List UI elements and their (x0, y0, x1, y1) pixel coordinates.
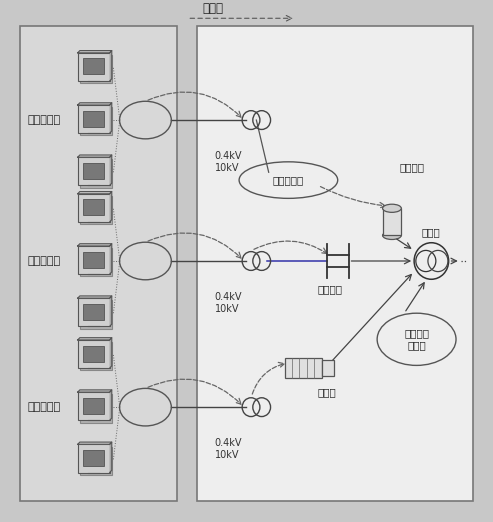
FancyBboxPatch shape (197, 26, 473, 501)
Polygon shape (78, 51, 112, 53)
Polygon shape (109, 155, 112, 185)
FancyBboxPatch shape (78, 340, 109, 368)
Ellipse shape (383, 231, 401, 240)
Polygon shape (78, 103, 112, 105)
Text: 信息采集点: 信息采集点 (27, 402, 60, 412)
FancyBboxPatch shape (83, 199, 105, 216)
FancyBboxPatch shape (80, 160, 112, 188)
FancyBboxPatch shape (80, 342, 112, 371)
Polygon shape (109, 192, 112, 222)
FancyBboxPatch shape (78, 444, 109, 472)
Polygon shape (109, 51, 112, 81)
Polygon shape (109, 390, 112, 420)
Text: 0.4kV
10kV: 0.4kV 10kV (214, 438, 242, 460)
FancyBboxPatch shape (83, 398, 105, 414)
FancyBboxPatch shape (78, 246, 109, 274)
Text: 电缆分支筱: 电缆分支筱 (273, 175, 304, 185)
FancyBboxPatch shape (80, 447, 112, 475)
FancyBboxPatch shape (20, 26, 177, 501)
FancyBboxPatch shape (80, 108, 112, 136)
Text: 变电站: 变电站 (422, 228, 441, 238)
FancyBboxPatch shape (83, 346, 105, 362)
FancyBboxPatch shape (80, 196, 112, 224)
FancyBboxPatch shape (83, 111, 105, 127)
FancyBboxPatch shape (80, 55, 112, 84)
Text: 柱上开关: 柱上开关 (318, 284, 343, 294)
Polygon shape (78, 192, 112, 194)
FancyBboxPatch shape (78, 298, 109, 326)
Text: 信息采集点: 信息采集点 (27, 115, 60, 125)
Text: 0.4kV
10kV: 0.4kV 10kV (214, 151, 242, 173)
FancyBboxPatch shape (80, 248, 112, 277)
Text: 信息采集点: 信息采集点 (27, 256, 60, 266)
Bar (383, 208, 401, 235)
FancyBboxPatch shape (83, 450, 105, 466)
FancyBboxPatch shape (78, 194, 109, 222)
Polygon shape (78, 244, 112, 246)
FancyBboxPatch shape (83, 58, 105, 75)
Polygon shape (78, 338, 112, 340)
FancyBboxPatch shape (78, 157, 109, 185)
Polygon shape (109, 442, 112, 472)
Text: 环网单元: 环网单元 (399, 162, 424, 172)
Polygon shape (109, 244, 112, 274)
Text: 0.4kV
10kV: 0.4kV 10kV (214, 292, 242, 314)
FancyBboxPatch shape (80, 301, 112, 329)
Text: 开关站: 开关站 (318, 387, 337, 397)
Polygon shape (78, 296, 112, 298)
Text: 业务带宽
测算点: 业务带宽 测算点 (404, 328, 429, 350)
FancyBboxPatch shape (80, 395, 112, 423)
Polygon shape (109, 103, 112, 133)
Polygon shape (78, 442, 112, 444)
Bar (284, 358, 321, 378)
FancyBboxPatch shape (78, 105, 109, 133)
FancyBboxPatch shape (78, 392, 109, 420)
Text: 信息流: 信息流 (202, 2, 223, 15)
Polygon shape (78, 390, 112, 392)
Polygon shape (109, 338, 112, 368)
FancyBboxPatch shape (83, 252, 105, 268)
FancyBboxPatch shape (83, 304, 105, 320)
FancyBboxPatch shape (83, 163, 105, 179)
Polygon shape (78, 155, 112, 157)
Polygon shape (109, 296, 112, 326)
FancyBboxPatch shape (78, 53, 109, 81)
Ellipse shape (383, 204, 401, 212)
Bar (321, 360, 334, 376)
